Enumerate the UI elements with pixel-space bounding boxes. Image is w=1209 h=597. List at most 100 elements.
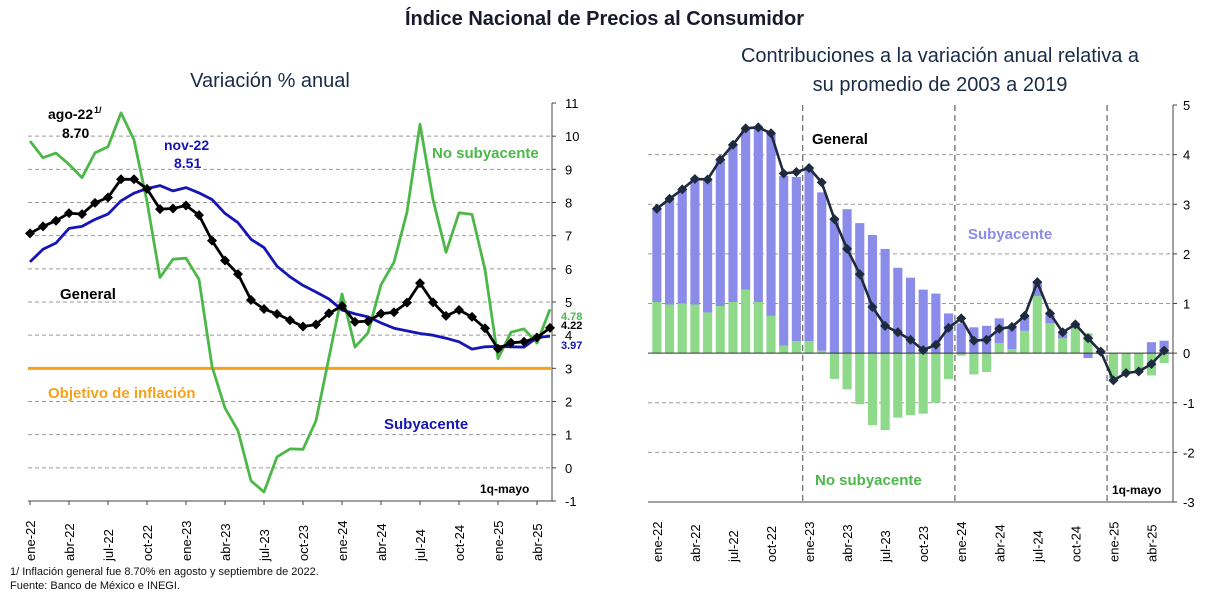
x-tick-label: abr-22	[62, 523, 77, 561]
x-tick-label: abr-25	[1144, 524, 1159, 562]
data-point	[285, 315, 295, 326]
bar-no-subyacente	[715, 305, 725, 354]
data-point	[651, 203, 662, 214]
data-point	[259, 303, 269, 314]
bar-subyacente	[753, 127, 763, 303]
data-point	[38, 221, 48, 232]
bar-no-subyacente	[779, 345, 789, 354]
y-tick-label: -1	[565, 494, 577, 509]
data-point	[766, 128, 777, 139]
bar-no-subyacente	[1121, 353, 1131, 372]
data-point	[1146, 359, 1157, 370]
y-tick-label: -1	[1183, 396, 1195, 411]
data-point	[493, 343, 503, 354]
bar-subyacente	[867, 235, 878, 354]
bar-subyacente	[956, 323, 966, 354]
data-point	[1108, 375, 1119, 386]
x-tick-label: ene-23	[179, 521, 194, 561]
data-point	[480, 323, 490, 334]
bar-subyacente	[855, 223, 865, 354]
bar-subyacente	[931, 293, 941, 354]
series-label-no-subyacente: No subyacente	[432, 145, 539, 162]
y-tick-label: 11	[565, 96, 579, 111]
data-point	[51, 215, 61, 226]
bar-no-subyacente	[817, 350, 827, 354]
data-point	[415, 278, 425, 289]
data-point	[1070, 319, 1081, 330]
right-chart-title: Contribuciones a la variación anual rela…	[740, 45, 1139, 96]
x-tick-label: ene-24	[954, 522, 969, 562]
series-label-subyacente: Subyacente	[384, 416, 468, 433]
x-tick-label: abr-24	[992, 524, 1007, 562]
data-point	[804, 163, 815, 174]
bar-subyacente	[703, 179, 713, 313]
bar-no-subyacente	[931, 353, 941, 403]
data-point	[103, 192, 113, 203]
bar-subyacente	[918, 289, 928, 354]
bar-no-subyacente	[880, 353, 890, 431]
bar-no-subyacente	[982, 353, 992, 372]
data-point	[956, 313, 967, 324]
y-tick-label: 0	[1183, 346, 1190, 361]
bar-subyacente	[1146, 342, 1157, 354]
data-point	[324, 308, 334, 319]
x-tick-label: jul-23	[257, 529, 272, 562]
data-point	[727, 139, 738, 150]
bar-no-subyacente	[1058, 338, 1068, 354]
footnote: 1/ Inflación general fue 8.70% en agosto…	[10, 566, 319, 578]
data-point	[994, 323, 1005, 334]
bar-subyacente	[664, 198, 675, 305]
data-point	[740, 123, 751, 134]
data-point	[968, 335, 979, 346]
data-point	[816, 177, 827, 188]
bar-no-subyacente	[829, 353, 839, 379]
bar-subyacente	[943, 313, 954, 354]
data-point	[905, 334, 916, 345]
bar-no-subyacente	[1108, 353, 1118, 377]
data-point	[194, 210, 204, 221]
y-tick-label: 2	[565, 395, 572, 410]
data-point	[791, 166, 802, 177]
data-point	[545, 322, 555, 333]
data-point	[842, 243, 853, 254]
bar-no-subyacente	[905, 353, 916, 416]
data-point	[1057, 327, 1068, 338]
data-point	[90, 197, 100, 208]
x-tick-label: oct-23	[296, 525, 311, 561]
data-point	[918, 345, 929, 356]
bar-no-subyacente	[728, 302, 738, 354]
data-point	[981, 334, 992, 345]
bar-no-subyacente	[855, 353, 865, 405]
y-tick-label: 3	[565, 361, 572, 376]
data-point	[77, 209, 87, 220]
series-label-objetivo: Objetivo de inflación	[48, 385, 196, 402]
data-point	[1133, 366, 1144, 377]
data-point	[702, 174, 713, 185]
bar-subyacente	[817, 192, 827, 351]
data-point	[519, 336, 529, 347]
data-point	[155, 204, 165, 215]
x-tick-label: abr-22	[688, 524, 703, 562]
data-point	[943, 322, 954, 333]
data-point	[829, 214, 840, 225]
data-point	[930, 339, 941, 350]
bar-no-subyacente	[741, 289, 751, 354]
bar-no-subyacente	[943, 353, 954, 379]
series-label-general: General	[60, 286, 116, 303]
data-point	[233, 269, 243, 280]
data-point	[337, 300, 347, 311]
series-label-general: General	[812, 131, 868, 148]
data-point	[272, 308, 282, 319]
bar-no-subyacente	[867, 353, 878, 426]
data-point	[220, 255, 230, 266]
x-tick-label: oct-23	[916, 526, 931, 562]
data-point	[389, 307, 399, 318]
bar-subyacente	[652, 208, 662, 303]
bar-no-subyacente	[677, 303, 687, 354]
x-tick-label: oct-22	[764, 526, 779, 562]
bar-no-subyacente	[994, 343, 1004, 354]
data-point	[1006, 321, 1017, 332]
bar-subyacente	[728, 144, 738, 303]
end-label-no-subyacente: 4.78	[561, 311, 582, 323]
